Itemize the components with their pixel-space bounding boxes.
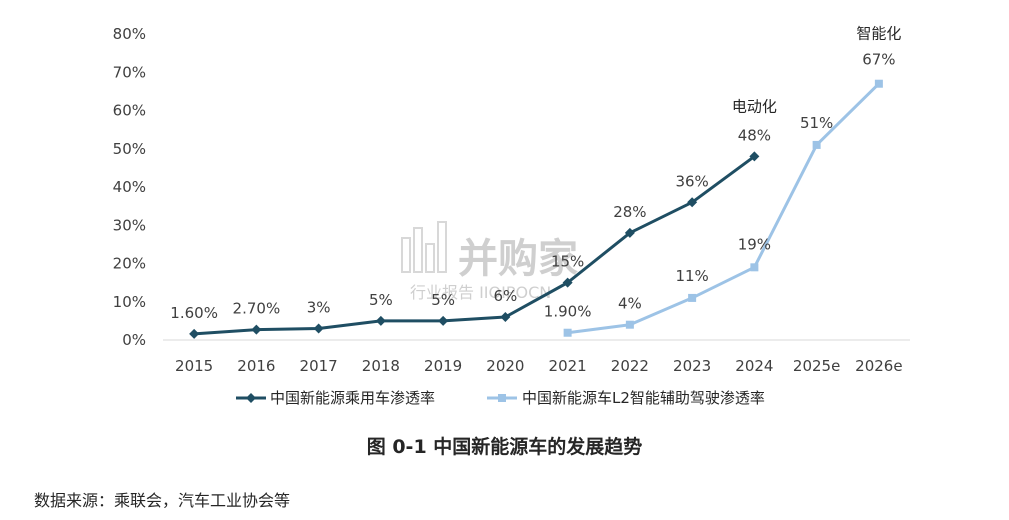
x-tick-label: 2025e: [793, 357, 840, 375]
y-axis: 0% 10% 20% 30% 40% 50% 60% 70% 80%: [113, 25, 146, 349]
y-tick-label: 30%: [113, 216, 146, 234]
data-point-marker: [500, 312, 511, 323]
figure-caption: 图 0-1 中国新能源车的发展趋势: [366, 436, 643, 458]
legend: 中国新能源乘用车渗透率 中国新能源车L2智能辅助驾驶渗透率: [236, 389, 765, 407]
data-point-marker: [251, 324, 262, 335]
data-label: 6%: [493, 287, 517, 305]
legend-marker: [498, 394, 506, 402]
data-point-marker: [812, 140, 821, 149]
annotation-label: 电动化: [732, 97, 777, 115]
data-label: 67%: [862, 51, 895, 69]
y-tick-label: 50%: [113, 140, 146, 158]
data-point-marker: [749, 151, 760, 162]
data-label: 48%: [738, 126, 771, 144]
data-point-marker: [688, 293, 697, 302]
data-point-marker: [438, 315, 449, 326]
series-layer: [189, 79, 883, 339]
x-tick-label: 2022: [611, 357, 649, 375]
x-tick-label: 2023: [673, 357, 711, 375]
x-tick-label: 2019: [424, 357, 462, 375]
data-point-marker: [624, 227, 635, 238]
legend-label: 中国新能源车L2智能辅助驾驶渗透率: [522, 389, 765, 407]
watermark-brand: 并购家: [458, 236, 578, 282]
data-point-marker: [874, 79, 883, 88]
line-chart: 并购家 行业报告 IIOIPOCN 0% 10% 20% 30% 40% 50% 60% 70…: [113, 25, 910, 407]
data-label: 1.60%: [170, 304, 218, 322]
x-tick-label: 2016: [237, 357, 275, 375]
data-point-marker: [562, 277, 573, 288]
y-tick-label: 0%: [122, 331, 146, 349]
data-point-marker: [313, 323, 324, 334]
x-tick-label: 2017: [300, 357, 338, 375]
source-note: 数据来源：乘联会，汽车工业协会等: [34, 491, 291, 510]
data-label: 1.90%: [544, 303, 592, 321]
data-label: 36%: [675, 172, 708, 190]
data-label: 4%: [618, 295, 642, 313]
data-point-marker: [687, 197, 698, 208]
data-label: 28%: [613, 203, 646, 221]
data-label: 3%: [307, 299, 331, 317]
watermark-logo-icon: [401, 221, 447, 273]
x-tick-label: 2021: [549, 357, 587, 375]
x-tick-label: 2026e: [855, 357, 902, 375]
y-tick-label: 20%: [113, 255, 146, 273]
data-label: 51%: [800, 114, 833, 132]
x-tick-label: 2018: [362, 357, 400, 375]
watermark: 并购家 行业报告 IIOIPOCN: [401, 221, 578, 302]
series-line-1: [567, 82, 880, 335]
data-point-marker: [189, 328, 200, 339]
y-tick-label: 40%: [113, 178, 146, 196]
y-tick-label: 60%: [113, 102, 146, 120]
data-point-marker: [563, 328, 572, 337]
annotation-label: 智能化: [856, 25, 901, 43]
data-label: 2.70%: [233, 300, 281, 318]
x-tick-label: 2024: [735, 357, 773, 375]
y-tick-label: 10%: [113, 293, 146, 311]
legend-marker: [246, 393, 256, 403]
x-tick-label: 2020: [486, 357, 524, 375]
data-point-marker: [750, 263, 759, 272]
data-label: 11%: [675, 267, 708, 285]
data-label: 19%: [738, 235, 771, 253]
legend-label: 中国新能源乘用车渗透率: [270, 389, 435, 407]
watermark-subtext: 行业报告 IIOIPOCN: [410, 283, 551, 302]
y-tick-label: 80%: [113, 25, 146, 43]
data-point-marker: [625, 320, 634, 329]
data-label: 5%: [431, 291, 455, 309]
data-point-marker: [375, 315, 386, 326]
y-tick-label: 70%: [113, 63, 146, 81]
data-label: 5%: [369, 291, 393, 309]
data-labels: 1.60% 2.70% 3% 5% 5% 6% 15% 28% 36% 48% 1.90% 4% 11%…: [170, 25, 901, 322]
x-tick-label: 2015: [175, 357, 213, 375]
data-label: 15%: [551, 253, 584, 271]
series-line-0: [194, 155, 756, 336]
x-axis: 2015 2016 2017 2018 2019 2020 2021 2022 2023 2024…: [163, 339, 910, 375]
